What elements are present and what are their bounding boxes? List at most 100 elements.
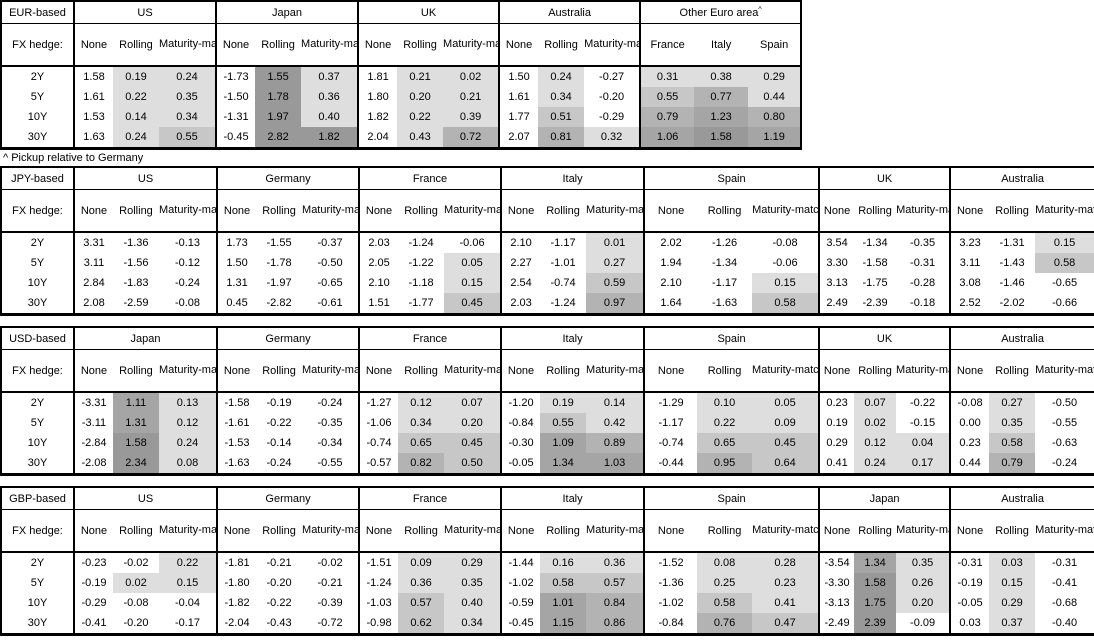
tenor-row: 5Y -0.19 0.02 0.15 -1.80 -0.20 -0.21 -1.24 0.36 0… (1, 573, 1094, 593)
value-cell: 0.14 (113, 107, 159, 127)
value-cell: -0.15 (910, 417, 936, 429)
value-cell: -0.24 (1052, 457, 1078, 469)
base-label: USD-based (1, 327, 74, 350)
hedge-col-header: Maturity-matched (302, 509, 360, 553)
hedge-col-header: Maturity-matched (752, 509, 820, 553)
value-cell: 0.19 (818, 413, 855, 433)
value-cell: 0.21 (397, 66, 444, 87)
hedge-col-header: Maturity-matched (586, 349, 645, 393)
value-cell: 0.64 (752, 453, 820, 475)
hedge-col-header: Rolling (397, 23, 444, 67)
value-cell: -0.21 (317, 577, 343, 589)
value-cell: -1.61 (216, 413, 257, 433)
tenor-label: 2Y (30, 237, 45, 249)
value-cell: -0.18 (910, 297, 936, 309)
value-cell: 2.27 (500, 253, 541, 273)
value-cell: -0.12 (174, 257, 201, 269)
value-cell: -0.45 (215, 127, 256, 149)
value-cell: 1.50 (498, 66, 539, 87)
value-cell: 0.42 (586, 413, 645, 433)
value-cell: 0.07 (854, 392, 897, 413)
hedge-col-header: Maturity-matched (302, 349, 360, 393)
country-header: Other Euro area^ (639, 1, 802, 24)
hedge-col-header: None (818, 189, 855, 233)
fx-hedge-label: FX hedge: (1, 349, 74, 393)
value-cell: -0.74 (643, 433, 698, 453)
hedge-col-header: None (643, 189, 698, 233)
value-cell: 1.58 (694, 127, 749, 149)
value-cell: 1.82 (357, 107, 398, 127)
value-cell: 0.55 (639, 87, 695, 107)
value-cell: -0.27 (599, 71, 625, 83)
country-header: Australia (498, 1, 641, 24)
value-cell: 0.23 (818, 392, 855, 413)
value-cell: 0.37 (301, 66, 359, 87)
fx-hedge-label: FX hedge: (1, 189, 74, 233)
value-cell: -0.41 (1052, 577, 1078, 589)
hedge-col-header: Maturity-matched (1035, 509, 1094, 553)
value-cell: 2.05 (358, 253, 399, 273)
hedge-col-header: Maturity-matched (896, 509, 951, 553)
hedge-col-header: Maturity-matched (301, 23, 359, 67)
value-cell: 0.36 (301, 87, 359, 107)
tenor-row: 5Y -3.11 1.31 0.12 -1.61 -0.22 -0.35 -1.06 0.34 0… (1, 413, 1094, 433)
value-cell: 0.31 (639, 66, 695, 87)
fx-hedge-label: FX hedge: (1, 23, 74, 67)
hedge-col-header: None (73, 509, 113, 553)
value-cell: 0.34 (538, 87, 585, 107)
value-cell: 0.55 (540, 413, 587, 433)
value-cell: 1.53 (73, 107, 113, 127)
tenor-row: 30Y -2.08 2.34 0.08 -1.63 -0.24 -0.55 -0.57 0.82… (1, 453, 1094, 475)
value-cell: -0.22 (910, 397, 936, 409)
country-header: Spain (643, 167, 820, 190)
hedge-col-header: Rolling (398, 189, 445, 233)
value-cell: 0.38 (694, 66, 749, 87)
value-cell: -0.31 (1052, 557, 1078, 569)
value-cell: 0.00 (949, 413, 990, 433)
value-cell: -3.11 (73, 413, 113, 433)
tenor-row: 2Y -3.31 1.11 0.13 -1.58 -0.19 -0.24 -1.27 0.12 0… (1, 392, 1094, 413)
value-cell: 0.03 (949, 613, 990, 635)
hedge-col-header: None (818, 349, 855, 393)
value-cell: -0.19 (949, 573, 990, 593)
tenor-row: 10Y 1.53 0.14 0.34 -1.31 1.97 0.40 1.82 0.22 0.39… (1, 107, 802, 127)
value-cell: -2.59 (123, 297, 149, 309)
value-cell: -1.51 (358, 552, 399, 573)
value-cell: 1.64 (643, 293, 698, 315)
value-cell: 0.58 (989, 433, 1036, 453)
tenor-row: 30Y 2.08 -2.59 -0.08 0.45 -2.82 -0.61 1.51 -1.77… (1, 293, 1094, 315)
tenor-row: 5Y 1.61 0.22 0.35 -1.50 1.78 0.36 1.80 0.20 0.21 1… (1, 87, 802, 107)
value-cell: 0.62 (398, 613, 445, 635)
value-cell: -0.08 (949, 392, 990, 413)
value-cell: 1.80 (357, 87, 398, 107)
value-cell: 0.58 (697, 593, 753, 613)
value-cell: -0.20 (266, 577, 292, 589)
value-cell: -2.04 (216, 613, 257, 635)
jpy-based-table: JPY-based US Germany France Italy Spain UK Aust… (0, 166, 1094, 316)
hedge-col-header: None (949, 509, 990, 553)
value-cell: 0.35 (444, 573, 502, 593)
value-cell: 3.30 (818, 253, 855, 273)
value-cell: 1.34 (854, 552, 897, 573)
value-cell: 0.72 (443, 127, 500, 149)
value-cell: -3.30 (818, 573, 855, 593)
value-cell: -1.63 (712, 297, 738, 309)
value-cell: -1.24 (408, 237, 434, 249)
value-cell: 0.19 (113, 66, 159, 87)
hedge-col-header: Maturity-matched (444, 349, 502, 393)
value-cell: 0.05 (444, 253, 502, 273)
hedge-col-header: Maturity-matched (444, 509, 502, 553)
value-cell: -0.43 (266, 617, 292, 629)
value-cell: 0.35 (989, 413, 1036, 433)
value-cell: -3.54 (818, 552, 855, 573)
value-cell: -2.49 (818, 613, 855, 635)
hedge-col-header: None (216, 509, 257, 553)
hedge-col-header: Maturity-matched (443, 23, 500, 67)
value-cell: -0.29 (73, 593, 113, 613)
tenor-label: 10Y (27, 111, 48, 123)
value-cell: 2.10 (643, 273, 698, 293)
value-cell: -1.55 (266, 237, 292, 249)
value-cell: 0.84 (586, 593, 645, 613)
eur-based-table-grid: EUR-based US Japan UK Australia Other Euro ar… (0, 0, 803, 150)
